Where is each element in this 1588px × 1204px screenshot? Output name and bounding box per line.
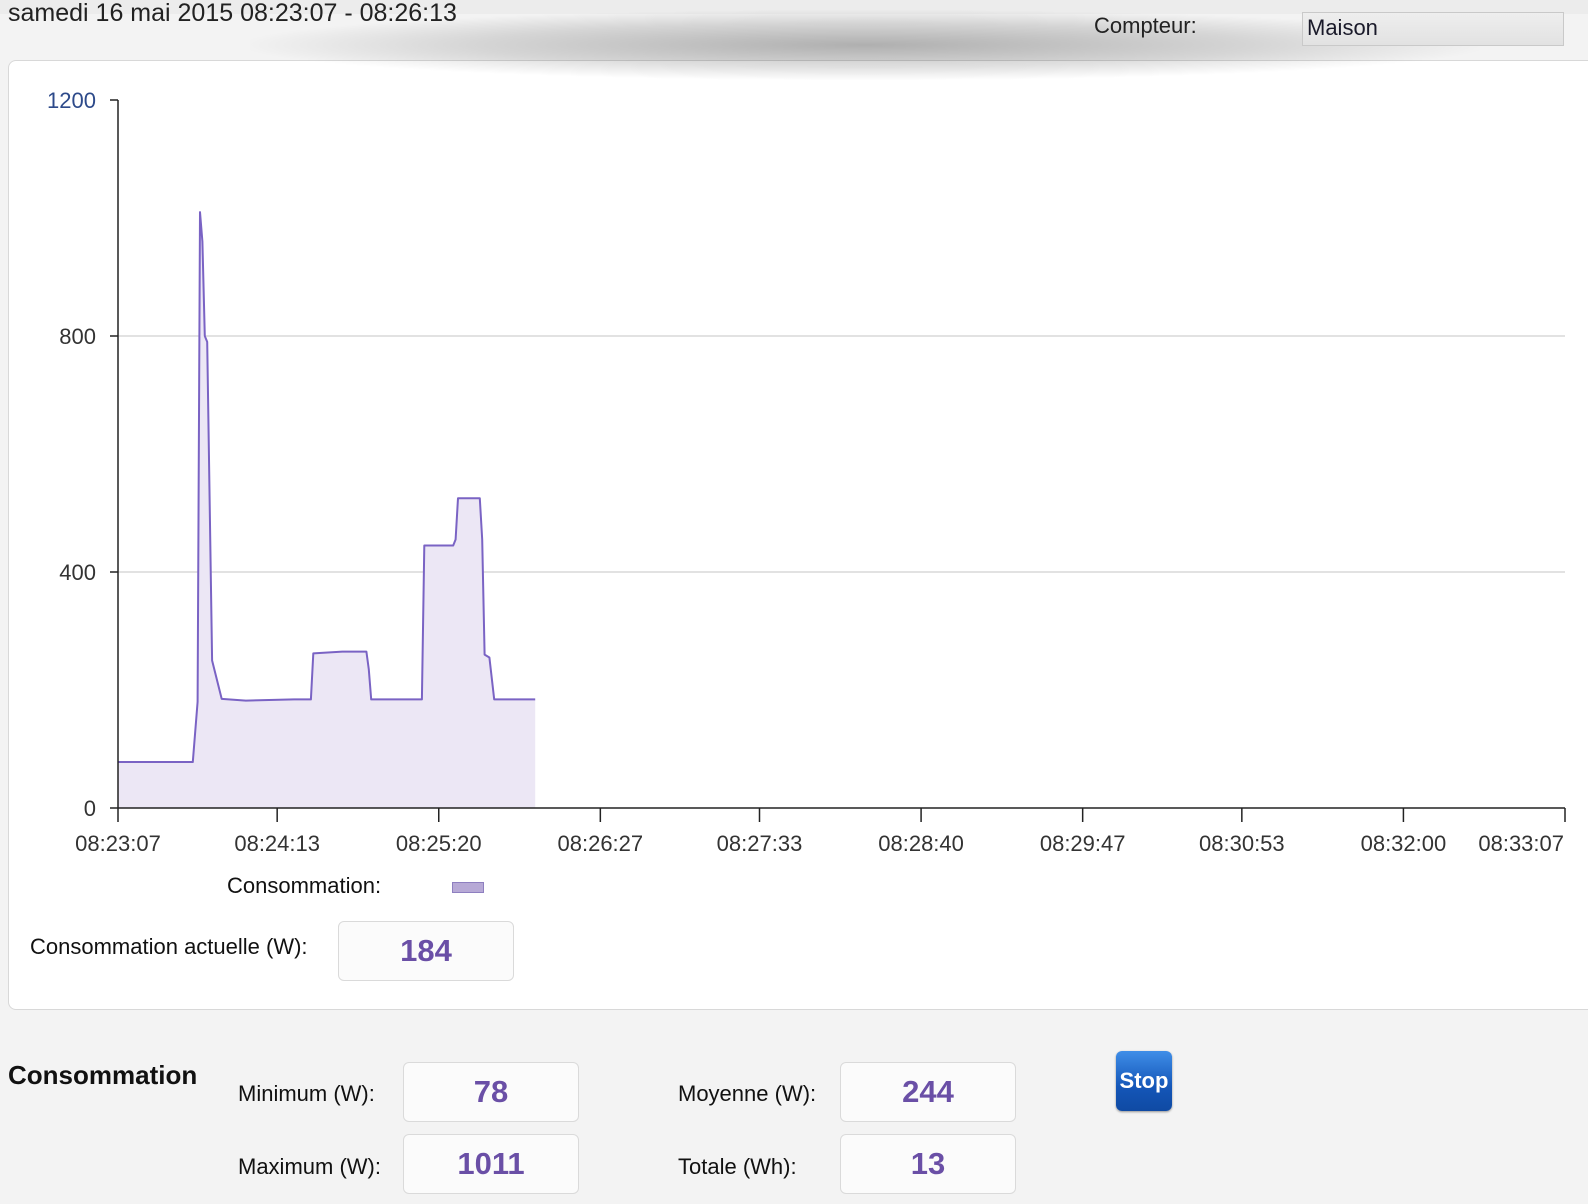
x-tick-label: 08:30:53 <box>1199 831 1285 856</box>
x-tick-label: 08:26:27 <box>558 831 644 856</box>
compteur-label: Compteur: <box>1094 13 1197 38</box>
chart-panel <box>8 60 1588 1010</box>
average-label: Moyenne (W): <box>678 1081 817 1106</box>
minimum-label: Minimum (W): <box>238 1081 375 1106</box>
total-value: 13 <box>840 1134 1016 1194</box>
legend-label: Consommation: <box>227 873 382 898</box>
x-tick-label: 08:32:00 <box>1361 831 1447 856</box>
average-value: 244 <box>840 1062 1016 1122</box>
y-tick-label: 400 <box>59 560 96 585</box>
current-consumption-value: 184 <box>338 921 514 981</box>
y-tick-label: 1200 <box>47 88 96 113</box>
maximum-label: Maximum (W): <box>238 1154 381 1179</box>
time-range-title: samedi 16 mai 2015 08:23:07 - 08:26:13 <box>8 0 457 27</box>
maximum-value: 1011 <box>403 1134 579 1194</box>
x-tick-label: 08:28:40 <box>878 831 964 856</box>
x-tick-label: 08:27:33 <box>717 831 803 856</box>
x-tick-label: 08:25:20 <box>396 831 482 856</box>
minimum-value: 78 <box>403 1062 579 1122</box>
y-tick-label: 800 <box>59 324 96 349</box>
total-label: Totale (Wh): <box>678 1154 797 1179</box>
stats-section-title: Consommation <box>8 1060 198 1090</box>
x-tick-label: 08:23:07 <box>75 831 161 856</box>
x-tick-label: 08:29:47 <box>1040 831 1126 856</box>
series-area <box>118 212 536 809</box>
x-tick-label: 08:33:07 <box>1478 831 1564 856</box>
stop-button[interactable]: Stop <box>1116 1051 1172 1111</box>
compteur-select[interactable]: Maison <box>1302 12 1564 46</box>
y-tick-label: 0 <box>84 796 96 821</box>
legend-swatch <box>452 882 484 893</box>
top-bar <box>0 0 1588 14</box>
x-tick-label: 08:24:13 <box>234 831 320 856</box>
series-line <box>118 211 536 763</box>
current-consumption-label: Consommation actuelle (W): <box>30 934 308 959</box>
